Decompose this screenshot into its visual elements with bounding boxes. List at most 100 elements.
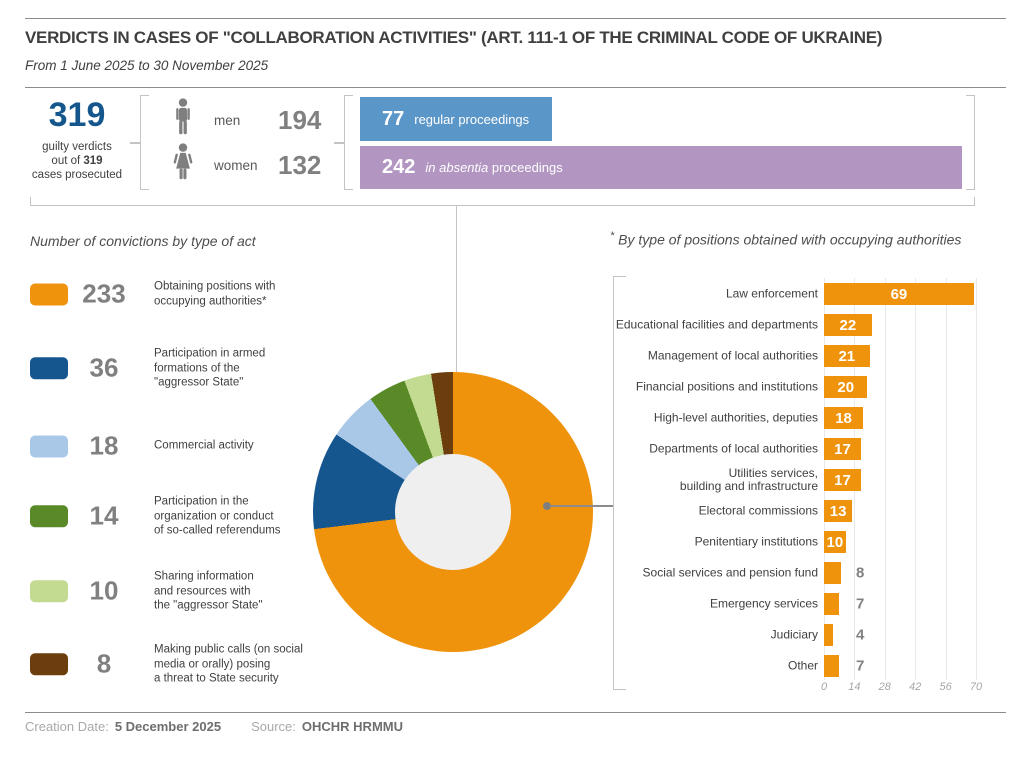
legend-label: Participation in the organization or con… bbox=[154, 495, 281, 537]
legend-label: Participation in armed formations of the… bbox=[154, 347, 266, 389]
creation-date-value: 5 December 2025 bbox=[114, 719, 222, 734]
bar-category-label: Management of local authorities bbox=[647, 348, 818, 363]
bar-category-label: Electoral commissions bbox=[698, 503, 818, 518]
bar bbox=[824, 593, 840, 615]
donut-section-title: Number of convictions by type of act bbox=[30, 233, 256, 249]
bar-value: 7 bbox=[856, 595, 865, 613]
regular-proceedings-bar: 77 regular proceedings bbox=[360, 97, 552, 141]
bar-value: 18 bbox=[835, 409, 852, 427]
gridline bbox=[915, 278, 917, 680]
legend-item: 233 Obtaining positions with occupying au… bbox=[30, 279, 324, 310]
legend-value: 8 bbox=[96, 648, 112, 679]
legend-item: 14 Participation in the organization or c… bbox=[30, 494, 281, 538]
bar-value: 7 bbox=[856, 657, 865, 675]
bar-category-label: Penitentiary institutions bbox=[694, 534, 818, 549]
connector-tick-mid bbox=[334, 142, 344, 144]
bar-section-asterisk: * bbox=[610, 230, 615, 242]
total-verdicts-value: 319 bbox=[48, 96, 106, 134]
proceedings-bracket-close bbox=[966, 95, 975, 190]
bar-category-label: Departments of local authorities bbox=[649, 441, 818, 456]
woman-icon bbox=[168, 143, 198, 187]
x-axis-tick: 14 bbox=[848, 681, 861, 693]
caption-line3: cases prosecuted bbox=[31, 169, 123, 181]
legend-swatch bbox=[30, 357, 68, 379]
bar: 18 bbox=[824, 407, 864, 429]
men-label: men bbox=[214, 112, 241, 128]
legend-item: 18 Commercial activity bbox=[30, 431, 254, 462]
bar-value: 22 bbox=[839, 316, 857, 334]
footer-divider bbox=[25, 712, 1006, 713]
legend-item: 8 Making public calls (on social media or… bbox=[30, 642, 303, 686]
regular-proceedings-label-text: regular proceedings bbox=[414, 111, 530, 127]
absentia-label-text: proceedings bbox=[491, 160, 563, 175]
gridline bbox=[976, 278, 977, 680]
bar-category-label: High-level authorities, deputies bbox=[653, 410, 818, 425]
legend-label: Commercial activity bbox=[154, 439, 254, 452]
bar-category-label: Social services and pension fund bbox=[642, 565, 818, 580]
bar-chart-bracket bbox=[613, 276, 626, 690]
donut-callout-dot bbox=[543, 502, 551, 510]
bar: 21 bbox=[824, 345, 870, 367]
bar: 20 bbox=[824, 376, 868, 398]
gridline bbox=[884, 278, 886, 680]
bar-value: 4 bbox=[856, 626, 865, 644]
bar: 13 bbox=[824, 500, 853, 522]
absentia-italic-text: in absentia bbox=[425, 160, 489, 175]
legend-item: 10 Sharing information and resources with… bbox=[30, 569, 263, 613]
bar: 17 bbox=[824, 438, 861, 460]
connector-tick-left bbox=[130, 142, 140, 144]
bar-category-label: Financial positions and institutions bbox=[635, 379, 818, 394]
bar: 22 bbox=[824, 314, 872, 336]
gridline bbox=[945, 278, 947, 680]
legend-swatch bbox=[30, 653, 68, 675]
page-subtitle: From 1 June 2025 to 30 November 2025 bbox=[25, 58, 269, 73]
creation-date-label: Creation Date: bbox=[25, 719, 109, 734]
legend-value: 36 bbox=[89, 352, 119, 383]
legend-value: 233 bbox=[82, 278, 126, 309]
legend-item: 36 Participation in armed formations of t… bbox=[30, 346, 265, 390]
women-label: women bbox=[214, 157, 258, 173]
caption-line1: guilty verdicts bbox=[42, 141, 112, 153]
legend-label: Making public calls (on social media or … bbox=[154, 643, 303, 685]
source-label: Source: bbox=[251, 719, 296, 734]
gender-row-men: men 194 bbox=[168, 97, 321, 143]
legend-swatch bbox=[30, 283, 68, 305]
legend-swatch bbox=[30, 435, 68, 457]
donut-hole bbox=[395, 454, 511, 570]
top-rule bbox=[25, 18, 1006, 19]
legend-value: 10 bbox=[89, 575, 119, 606]
donut-callout-line bbox=[550, 505, 613, 507]
total-verdicts-caption: guilty verdicts out of 319 cases prosecu… bbox=[23, 140, 131, 182]
caption-line2-prefix: out of bbox=[51, 155, 84, 167]
bar-category-label: Emergency services bbox=[709, 596, 818, 611]
page-title: VERDICTS IN CASES OF "COLLABORATION ACTI… bbox=[25, 28, 883, 47]
bar bbox=[824, 624, 833, 646]
caption-line2-bold: 319 bbox=[83, 155, 103, 167]
total-verdicts-block: 319 guilty verdicts out of 319 cases pro… bbox=[23, 96, 131, 182]
bar bbox=[824, 655, 840, 677]
legend-value: 18 bbox=[89, 430, 119, 461]
bar-category-label: Other bbox=[787, 658, 818, 673]
legend-label: Obtaining positions with occupying autho… bbox=[154, 280, 276, 308]
legend-value: 14 bbox=[89, 500, 119, 531]
bar: 69 bbox=[824, 283, 974, 305]
absentia-proceedings-value: 242 bbox=[382, 156, 416, 178]
bar-value: 17 bbox=[834, 440, 851, 458]
footer: Creation Date: 5 December 2025 Source: O… bbox=[25, 719, 403, 734]
proceedings-bracket-open bbox=[344, 95, 353, 190]
absentia-proceedings-bar: 242 in absentia proceedings bbox=[360, 146, 962, 189]
bar-category-label: Educational facilities and departments bbox=[615, 317, 818, 332]
header-divider bbox=[25, 87, 1006, 88]
regular-proceedings-value: 77 bbox=[382, 107, 405, 130]
bar bbox=[824, 562, 842, 584]
donut-connector-vertical bbox=[455, 205, 457, 372]
x-axis-tick: 70 bbox=[969, 681, 983, 693]
bar-section-title: * By type of positions obtained with occ… bbox=[610, 230, 961, 248]
bar-value: 20 bbox=[837, 378, 855, 396]
legend-swatch bbox=[30, 505, 68, 527]
bar-value: 10 bbox=[826, 533, 844, 551]
bar-section-title-text: By type of positions obtained with occup… bbox=[618, 231, 962, 248]
regular-proceedings-label: regular proceedings bbox=[414, 112, 529, 127]
gender-bracket bbox=[140, 95, 149, 190]
